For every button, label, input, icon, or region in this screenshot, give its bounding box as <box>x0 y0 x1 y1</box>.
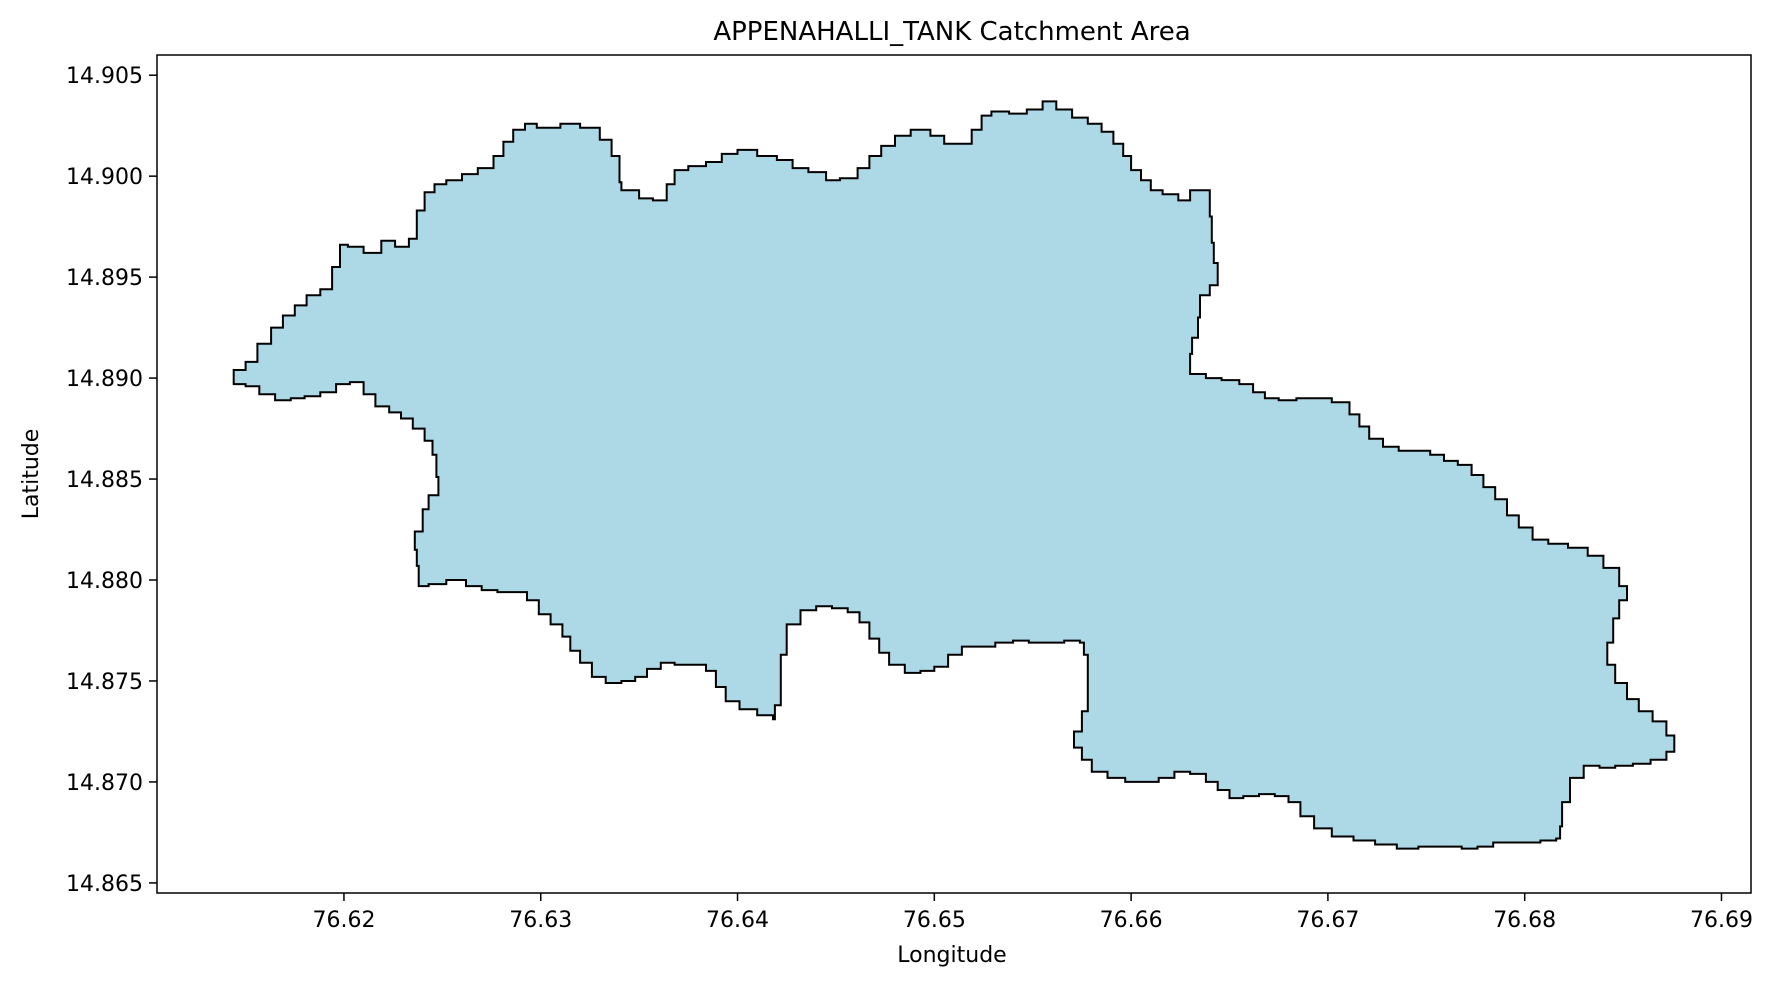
axes-frame <box>156 54 1752 894</box>
y-tick-label: 14.900 <box>66 165 143 190</box>
x-tick-label: 76.64 <box>706 908 769 933</box>
x-tick-label: 76.69 <box>1690 908 1753 933</box>
x-axis-ticks: 76.62 76.63 76.64 76.65 76.66 76.67 76.68 76.69 <box>312 893 1753 933</box>
x-tick-label: 76.63 <box>509 908 572 933</box>
x-tick-label: 76.68 <box>1493 908 1556 933</box>
y-axis-ticks: 14.865 14.870 14.875 14.880 14.885 14.890 14.8… <box>66 64 157 897</box>
y-axis-label: Latitude <box>19 429 44 520</box>
plot-area <box>156 54 1752 894</box>
y-tick-label: 14.905 <box>66 64 143 89</box>
catchment-polygon <box>232 100 1676 850</box>
x-tick-label: 76.67 <box>1296 908 1359 933</box>
y-tick-label: 14.870 <box>66 771 143 796</box>
y-tick-label: 14.865 <box>66 872 143 897</box>
chart-title: APPENAHALLI_TANK Catchment Area <box>713 17 1190 47</box>
x-tick-label: 76.65 <box>903 908 966 933</box>
y-tick-label: 14.890 <box>66 367 143 392</box>
y-tick-label: 14.895 <box>66 266 143 291</box>
x-tick-label: 76.62 <box>312 908 375 933</box>
y-tick-label: 14.875 <box>66 670 143 695</box>
y-tick-label: 14.880 <box>66 569 143 594</box>
y-tick-label: 14.885 <box>66 468 143 493</box>
x-axis-label: Longitude <box>897 943 1006 968</box>
x-tick-label: 76.66 <box>1100 908 1163 933</box>
